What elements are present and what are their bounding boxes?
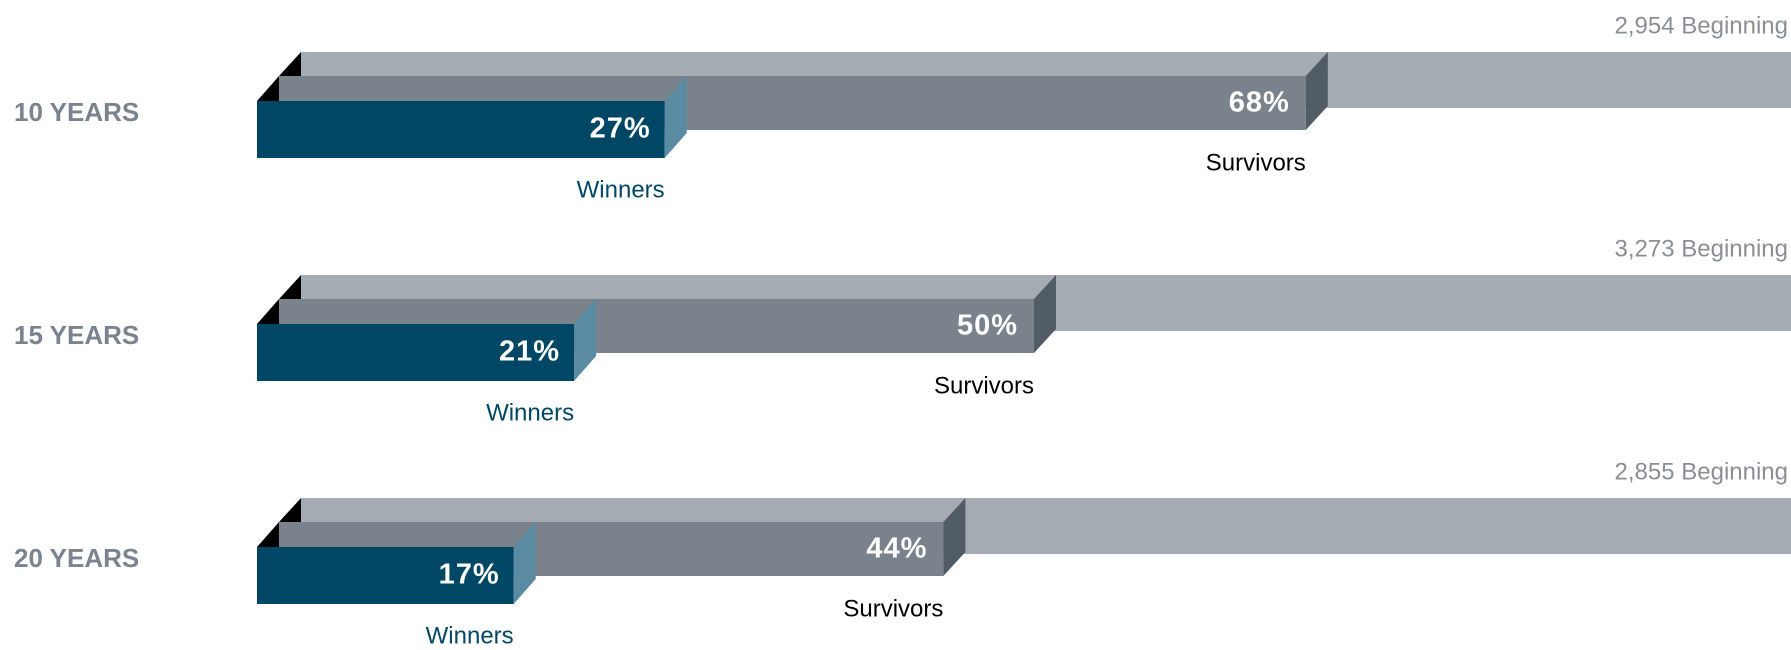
- bar-edge: [257, 522, 279, 547]
- beginning-label: 2,954 Beginning: [1615, 12, 1788, 39]
- series-label: Survivors: [1206, 149, 1306, 176]
- series-label: Winners: [426, 622, 514, 649]
- bar-edge: [257, 299, 279, 324]
- bar-side: [574, 299, 597, 381]
- bar-side: [513, 522, 536, 604]
- value-label: 50%: [957, 310, 1018, 342]
- bar-edge: [279, 498, 301, 522]
- value-label: 17%: [439, 559, 500, 591]
- bar-edge: [257, 76, 279, 101]
- winners-bar: [257, 101, 665, 158]
- winners-bar: [257, 547, 514, 604]
- row-label: 20 YEARS: [14, 543, 139, 573]
- series-label: Winners: [486, 399, 574, 426]
- bar-side: [943, 498, 966, 576]
- beginning-label: 2,855 Beginning: [1615, 458, 1788, 485]
- value-label: 27%: [590, 113, 651, 145]
- series-label: Winners: [577, 176, 665, 203]
- value-label: 21%: [499, 336, 560, 368]
- value-label: 44%: [866, 533, 927, 565]
- bar-edge: [279, 275, 301, 299]
- bar-edge: [279, 52, 301, 76]
- bar-side: [664, 76, 687, 158]
- beginning-label: 3,273 Beginning: [1615, 235, 1788, 262]
- row-label: 15 YEARS: [14, 320, 139, 350]
- bar-side: [1034, 275, 1056, 353]
- bar-side: [1305, 52, 1328, 130]
- row-label: 10 YEARS: [14, 97, 139, 127]
- value-label: 68%: [1229, 87, 1290, 119]
- series-label: Survivors: [843, 595, 943, 622]
- series-label: Survivors: [934, 372, 1034, 399]
- winners-bar: [257, 324, 575, 381]
